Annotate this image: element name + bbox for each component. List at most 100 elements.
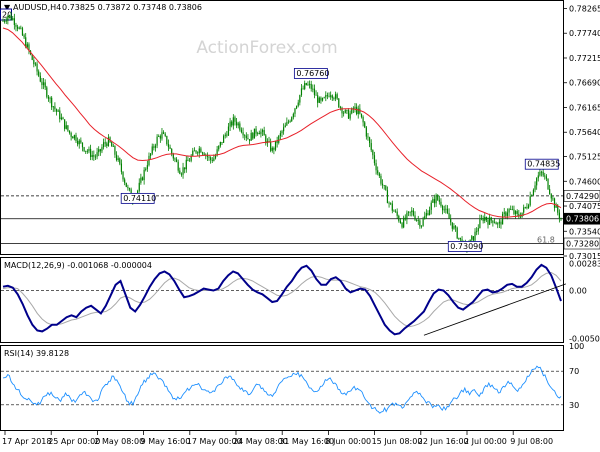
candle-body: [185, 159, 187, 170]
candle-body: [356, 106, 358, 115]
candle-body: [4, 21, 6, 22]
candle-body: [127, 186, 129, 189]
candle-body: [115, 154, 118, 161]
candle-body: [477, 228, 479, 232]
candle-body: [424, 216, 426, 220]
candle-body: [453, 226, 455, 229]
candle-body: [312, 88, 314, 90]
candle-body: [137, 190, 139, 195]
candle-body: [498, 221, 500, 224]
time-tick-label: 24 May 08:00: [233, 437, 288, 446]
price-tick-label: 0.77215: [569, 54, 600, 63]
candle-body: [101, 147, 103, 152]
candle-body: [211, 159, 213, 161]
candle-body: [398, 215, 400, 221]
candle-body: [125, 182, 127, 187]
annotation-label-0.74835: 0.74835: [527, 160, 560, 169]
candle-body: [544, 175, 546, 177]
candle-body: [274, 140, 277, 150]
candle-body: [49, 97, 51, 99]
candle-body: [313, 88, 316, 95]
candle-body: [289, 121, 291, 123]
candle-body: [435, 195, 437, 204]
candle-body: [111, 142, 113, 147]
candle-body: [60, 117, 62, 120]
candle-body: [487, 220, 489, 225]
candle-body: [500, 221, 502, 225]
candle-body: [388, 202, 390, 204]
candle-body: [490, 217, 492, 221]
candle-body: [198, 148, 200, 154]
candle-body: [409, 211, 411, 213]
candle-body: [531, 195, 533, 197]
candle-body: [365, 127, 367, 137]
candle-body: [443, 209, 445, 211]
candle-body: [2, 20, 4, 22]
candle-body: [441, 205, 444, 211]
candle-body: [429, 209, 431, 215]
rsi-line: [2, 365, 562, 414]
candle-body: [226, 134, 228, 136]
candle-body: [156, 136, 158, 146]
candle-body: [518, 213, 520, 217]
price-badge-label-0.73806: 0.73806: [566, 215, 599, 224]
candle-body: [381, 183, 384, 186]
time-tick-label: 8 Jun 00:00: [325, 437, 371, 446]
candle-body: [390, 202, 392, 204]
candle-body: [542, 171, 544, 176]
candle-body: [190, 155, 192, 161]
candle-body: [44, 82, 46, 88]
candle-body: [158, 136, 160, 137]
candle-body: [545, 176, 548, 179]
candle-body: [122, 171, 124, 180]
price-tick-label: 0.74600: [569, 177, 600, 186]
candle-body: [51, 97, 53, 108]
candle-body: [427, 213, 429, 215]
candle-body: [497, 223, 499, 225]
left-stub-label: 20: [2, 11, 12, 20]
candle-body: [458, 237, 460, 239]
price-panel-frame: [0, 0, 564, 255]
candle-body: [292, 113, 294, 118]
candle-body: [250, 132, 252, 141]
candle-body: [300, 88, 303, 96]
candle-body: [482, 218, 484, 221]
header-ohlc: 0.73825 0.73872 0.73748 0.73806: [62, 3, 202, 12]
candle-body: [495, 222, 497, 225]
candle-body: [273, 147, 275, 150]
candle-body: [239, 123, 241, 130]
candle-body: [16, 26, 19, 29]
candle-body: [210, 157, 212, 160]
candle-body: [508, 208, 510, 213]
candle-body: [440, 201, 442, 206]
candle-body: [360, 113, 363, 117]
candle-body: [451, 222, 453, 229]
macd-panel-frame: [0, 257, 564, 343]
candle-body: [347, 110, 350, 119]
candle-body: [304, 83, 306, 89]
candle-body: [203, 153, 205, 156]
price-tick-label: 0.76165: [569, 103, 600, 112]
candle-body: [349, 113, 351, 119]
candle-body: [23, 35, 25, 38]
time-tick-label: 31 May 16:00: [279, 437, 334, 446]
candle-body: [396, 211, 398, 216]
candle-body: [456, 227, 458, 239]
candle-body: [8, 15, 11, 17]
candle-body: [370, 143, 372, 151]
candle-body: [179, 170, 181, 174]
candle-body: [394, 211, 397, 213]
candle-body: [325, 95, 327, 98]
candle-body: [98, 149, 100, 153]
price-badge-0.73806: [563, 212, 600, 225]
candle-body: [102, 142, 105, 148]
candle-body: [124, 179, 126, 183]
candle-body: [255, 128, 257, 134]
candle-body: [308, 83, 311, 85]
candle-body: [114, 146, 116, 155]
price-series-group: 0.76760 0.74110 0.73090 0.74835 61.8: [1, 11, 563, 253]
candle-body: [195, 150, 197, 153]
annotation-box-0.73090: [447, 241, 482, 252]
time-tick-label: 2 Jul 00:00: [464, 437, 507, 446]
